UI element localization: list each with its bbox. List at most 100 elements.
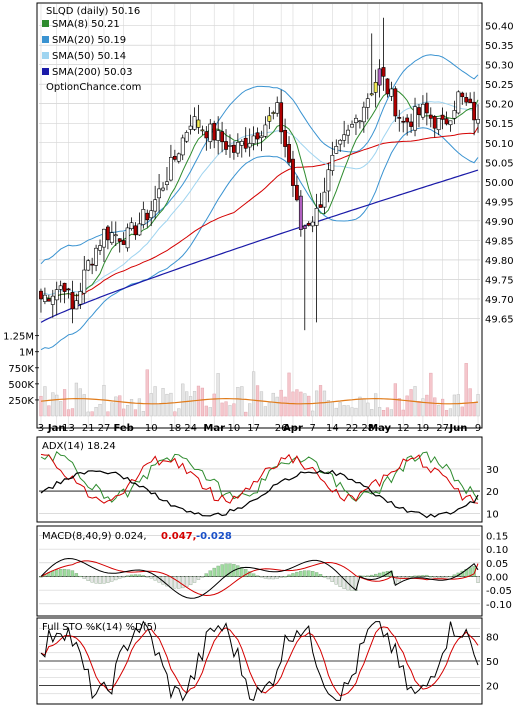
volume-bar	[374, 393, 378, 417]
volume-bar	[153, 386, 157, 417]
price-gridlines	[39, 4, 480, 427]
candle-body	[133, 225, 138, 236]
macd-histogram-bar	[275, 576, 279, 579]
volume-bar	[472, 402, 476, 417]
volume-bar	[401, 409, 405, 417]
volume-bar	[437, 405, 441, 417]
volume-bar	[417, 401, 421, 417]
macd-tick-label: -0.10	[486, 600, 512, 611]
volume-bar	[240, 386, 244, 417]
volume-bar	[421, 398, 425, 417]
price-panel: 50.40 50.35 50.30 50.25 50.20 50.15 50.10 50.05…	[3, 2, 514, 434]
volume-bar	[444, 410, 449, 417]
macd-line	[40, 557, 479, 599]
candle-body	[417, 107, 421, 116]
volume-bar	[389, 409, 394, 417]
candle-body	[212, 122, 217, 141]
sma200-line	[40, 169, 479, 323]
volume-bar	[51, 392, 55, 417]
volume-bar	[169, 392, 173, 417]
volume-bar	[433, 397, 437, 417]
candle-body	[436, 117, 441, 131]
candle-body	[322, 191, 327, 208]
macd-tick-label: 0.15	[486, 531, 508, 542]
volume-bar	[303, 393, 307, 417]
macd-histogram-bar	[299, 570, 303, 577]
candle-body	[389, 88, 394, 97]
candle-body	[239, 141, 244, 146]
volume-bar	[55, 394, 59, 417]
macd-histogram-bar	[236, 565, 240, 577]
candle-body	[125, 227, 130, 249]
volume-bar	[165, 393, 169, 417]
macd-histogram-bar	[287, 574, 291, 577]
adx-lines	[40, 450, 479, 519]
candle-body	[334, 146, 339, 154]
adx-tick-label: 30	[486, 465, 499, 476]
macd-histogram-bar	[55, 569, 59, 577]
volume-bar	[129, 399, 134, 417]
macd-histogram-bar	[141, 575, 145, 577]
macd-histogram-bar	[137, 574, 142, 577]
date-tick-label: 10	[228, 423, 241, 434]
macd-histogram-bar	[110, 576, 114, 582]
volume-bar	[236, 387, 240, 417]
date-tick-label: Jun	[448, 423, 467, 434]
macd-histogram-bar	[303, 570, 307, 577]
macd-histogram-bar	[334, 576, 338, 585]
adx-line	[40, 469, 479, 519]
date-tick-label: 7	[309, 423, 315, 434]
price-tick-label: 49.65	[485, 314, 514, 325]
volume-bar	[259, 391, 264, 417]
macd-histogram-bar	[181, 576, 185, 589]
volume-bar	[263, 406, 268, 417]
macd-histogram-bar	[185, 576, 189, 587]
date-tick-label: 9	[475, 423, 481, 434]
volume-bar	[397, 398, 401, 417]
candle-body	[287, 144, 291, 163]
volume-bar	[318, 385, 323, 417]
volume-bar	[342, 405, 346, 417]
price-tick-label: 50.40	[485, 22, 514, 33]
price-legend: SLQD (daily) 50.16 SMA(8) 50.21 SMA(20) …	[42, 6, 141, 93]
volume-bar	[208, 407, 212, 417]
macd-signal-label: 0.047,	[161, 531, 196, 542]
macd-histogram-bar	[267, 576, 271, 580]
volume-bar	[118, 395, 122, 417]
macd-histogram-bar	[279, 576, 283, 578]
stochastic-tick-label: 20	[486, 682, 499, 693]
volume-bar	[322, 390, 327, 417]
macd-histogram-bar	[377, 572, 382, 577]
price-tick-label: 50.25	[485, 80, 514, 91]
volume-bar	[86, 411, 90, 417]
candle-body	[444, 118, 449, 125]
volume-bar	[82, 394, 86, 417]
date-tick-label: 22	[346, 423, 359, 434]
candle-body	[70, 292, 75, 310]
volume-bar	[141, 411, 145, 417]
candle-body	[369, 93, 374, 96]
macd-histogram-bar	[208, 570, 212, 577]
volume-bar	[287, 372, 291, 417]
candle-body	[62, 282, 67, 292]
price-tick-label: 50.15	[485, 119, 514, 130]
macd-histogram-bar	[114, 576, 118, 581]
volume-bar	[232, 403, 236, 417]
adx-tick-label: 20	[486, 487, 499, 498]
moving-average-lines	[40, 54, 479, 351]
candle-body	[224, 141, 228, 150]
volume-axis-labels: 1.25M 1M 750K 500K 250K	[3, 332, 39, 407]
macd-histogram-bar	[314, 572, 319, 577]
macd-histogram-bar	[204, 573, 208, 577]
macd-histogram-bar	[228, 563, 232, 577]
candle-body	[452, 110, 457, 119]
date-tick-label: Jan	[47, 423, 66, 434]
candle-body	[46, 298, 51, 302]
sma8-line	[40, 88, 479, 300]
volume-bar	[98, 403, 102, 417]
candle-body	[456, 91, 461, 114]
macd-histogram-bar	[448, 576, 453, 578]
macd-histogram-bar	[173, 576, 177, 589]
